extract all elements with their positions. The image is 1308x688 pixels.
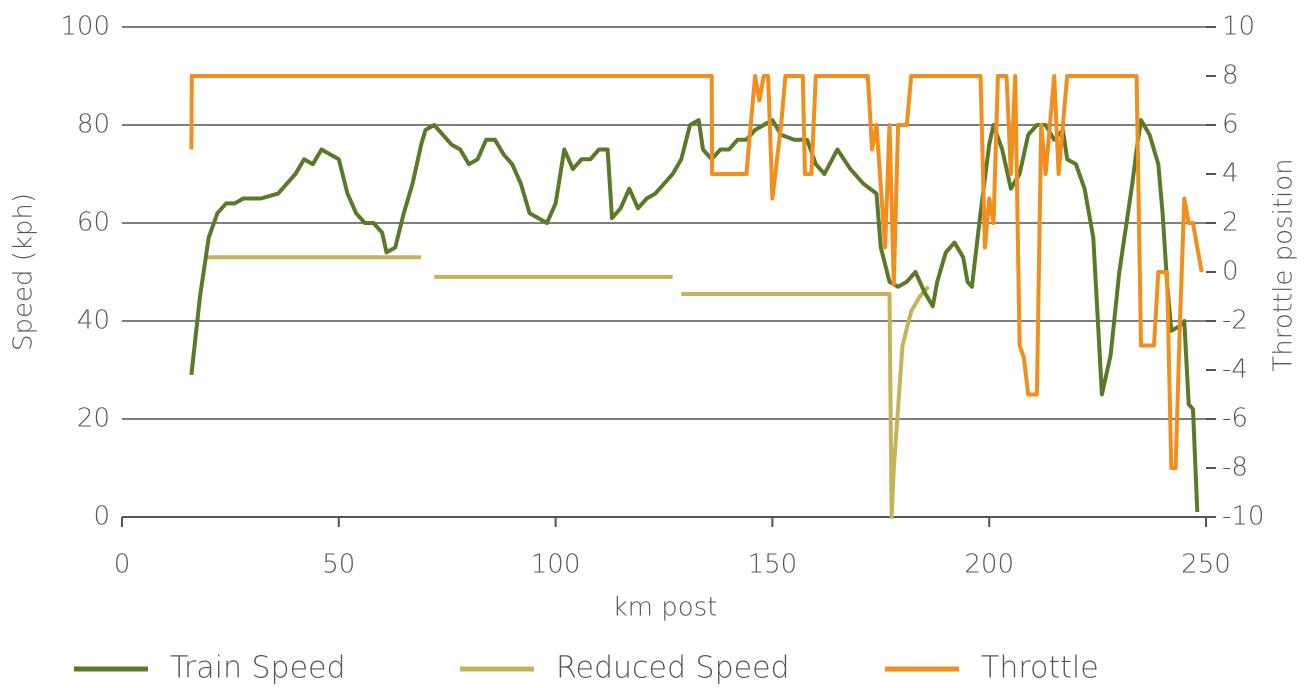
- y-tick-label: 80: [77, 110, 110, 140]
- x-axis-label: km post: [613, 593, 718, 623]
- y2-tick-label: -6: [1222, 404, 1248, 434]
- y-tick-label: 40: [77, 306, 110, 336]
- legend-label: Throttle: [981, 651, 1099, 686]
- series-line: [204, 255, 930, 519]
- y2-tick-label: -2: [1222, 306, 1248, 336]
- y2-tick-label: -8: [1222, 453, 1248, 483]
- legend-label: Reduced Speed: [556, 651, 790, 686]
- y-tick-label: 20: [77, 404, 110, 434]
- x-tick-label: 200: [964, 550, 1014, 580]
- y2-tick-label: 4: [1222, 159, 1239, 189]
- y-tick-label: 0: [93, 502, 110, 532]
- y2-tick-label: 8: [1222, 61, 1239, 91]
- x-tick-label: 100: [531, 550, 581, 580]
- series-line: [189, 118, 1200, 513]
- y2-tick-label: -4: [1222, 355, 1248, 385]
- y-axis-label: Speed (kph): [9, 193, 39, 351]
- y2-axis-label: Throttle position: [1269, 158, 1299, 371]
- y2-tick-label: 0: [1222, 257, 1239, 287]
- x-tick-label: 250: [1181, 550, 1231, 580]
- legend-label: Train Speed: [170, 651, 346, 686]
- x-tick-label: 0: [114, 550, 131, 580]
- y2-tick-label: -10: [1222, 502, 1264, 532]
- y-tick-label: 100: [60, 12, 110, 42]
- x-tick-label: 150: [748, 550, 798, 580]
- series-line: [189, 74, 1204, 470]
- y2-tick-label: 2: [1222, 208, 1239, 238]
- y2-tick-label: 6: [1222, 110, 1239, 140]
- y-tick-label: 60: [77, 208, 110, 238]
- x-tick-label: 50: [322, 550, 355, 580]
- y2-tick-label: 10: [1222, 12, 1255, 42]
